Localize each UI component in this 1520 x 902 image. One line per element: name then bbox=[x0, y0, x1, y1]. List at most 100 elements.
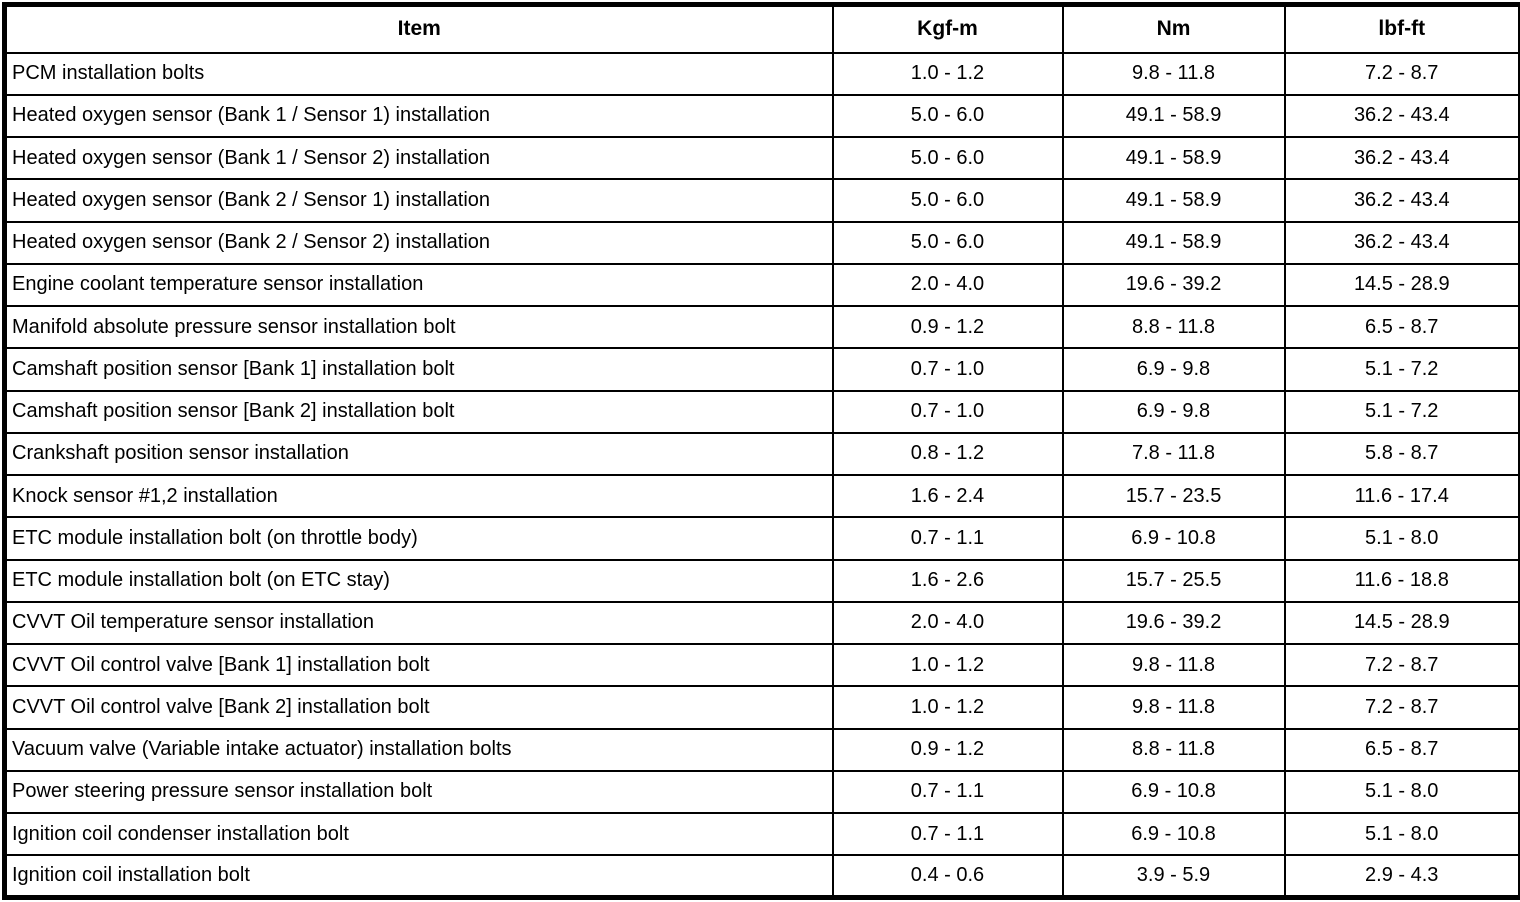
kgfm-cell: 2.0 - 4.0 bbox=[831, 262, 1064, 308]
item-cell: Heated oxygen sensor (Bank 1 / Sensor 2)… bbox=[3, 135, 834, 181]
item-cell: Heated oxygen sensor (Bank 2 / Sensor 1)… bbox=[3, 178, 834, 223]
kgfm-cell: 0.4 - 0.6 bbox=[831, 854, 1064, 899]
item-cell: Knock sensor #1,2 installation bbox=[3, 473, 834, 519]
lbfft-cell: 5.1 - 7.2 bbox=[1283, 389, 1520, 434]
table-row: Camshaft position sensor [Bank 1] instal… bbox=[3, 347, 1520, 392]
nm-cell: 8.8 - 11.8 bbox=[1061, 727, 1286, 772]
lbfft-cell: 36.2 - 43.4 bbox=[1283, 220, 1520, 265]
lbfft-cell: 14.5 - 28.9 bbox=[1283, 600, 1520, 646]
item-cell: Crankshaft position sensor installation bbox=[3, 431, 834, 477]
lbfft-cell: 5.1 - 8.0 bbox=[1283, 811, 1520, 857]
column-header-item: Item bbox=[3, 3, 834, 54]
nm-cell: 8.8 - 11.8 bbox=[1061, 304, 1286, 350]
table-row: Knock sensor #1,2 installation 1.6 - 2.4 1… bbox=[3, 473, 1520, 519]
lbfft-cell: 2.9 - 4.3 bbox=[1283, 854, 1520, 899]
kgfm-cell: 5.0 - 6.0 bbox=[831, 220, 1064, 265]
kgfm-cell: 0.7 - 1.1 bbox=[831, 811, 1064, 857]
nm-cell: 15.7 - 25.5 bbox=[1061, 558, 1286, 603]
lbfft-cell: 6.5 - 8.7 bbox=[1283, 727, 1520, 772]
nm-cell: 3.9 - 5.9 bbox=[1061, 854, 1286, 899]
item-cell: Vacuum valve (Variable intake actuator) … bbox=[3, 727, 834, 772]
nm-cell: 19.6 - 39.2 bbox=[1061, 600, 1286, 646]
table-row: Camshaft position sensor [Bank 2] instal… bbox=[3, 389, 1520, 434]
lbfft-cell: 7.2 - 8.7 bbox=[1283, 642, 1520, 688]
lbfft-cell: 36.2 - 43.4 bbox=[1283, 178, 1520, 223]
kgfm-cell: 0.7 - 1.0 bbox=[831, 389, 1064, 434]
table-row: Manifold absolute pressure sensor instal… bbox=[3, 304, 1520, 350]
kgfm-cell: 1.0 - 1.2 bbox=[831, 51, 1064, 96]
item-cell: ETC module installation bolt (on ETC sta… bbox=[3, 558, 834, 603]
kgfm-cell: 1.6 - 2.4 bbox=[831, 473, 1064, 519]
item-cell: CVVT Oil control valve [Bank 2] installa… bbox=[3, 685, 834, 730]
column-header-kgfm: Kgf-m bbox=[831, 3, 1064, 54]
item-cell: Manifold absolute pressure sensor instal… bbox=[3, 304, 834, 350]
kgfm-cell: 0.7 - 1.1 bbox=[831, 516, 1064, 561]
lbfft-cell: 14.5 - 28.9 bbox=[1283, 262, 1520, 308]
lbfft-cell: 5.8 - 8.7 bbox=[1283, 431, 1520, 477]
kgfm-cell: 1.0 - 1.2 bbox=[831, 642, 1064, 688]
table-row: Power steering pressure sensor installat… bbox=[3, 769, 1520, 815]
kgfm-cell: 1.0 - 1.2 bbox=[831, 685, 1064, 730]
column-header-lbfft: lbf-ft bbox=[1283, 3, 1520, 54]
table-row: Engine coolant temperature sensor instal… bbox=[3, 262, 1520, 308]
item-cell: CVVT Oil control valve [Bank 1] installa… bbox=[3, 642, 834, 688]
nm-cell: 49.1 - 58.9 bbox=[1061, 93, 1286, 139]
lbfft-cell: 5.1 - 7.2 bbox=[1283, 347, 1520, 392]
table-row: CVVT Oil control valve [Bank 1] installa… bbox=[3, 642, 1520, 688]
nm-cell: 9.8 - 11.8 bbox=[1061, 642, 1286, 688]
nm-cell: 6.9 - 9.8 bbox=[1061, 347, 1286, 392]
nm-cell: 9.8 - 11.8 bbox=[1061, 685, 1286, 730]
nm-cell: 19.6 - 39.2 bbox=[1061, 262, 1286, 308]
lbfft-cell: 36.2 - 43.4 bbox=[1283, 93, 1520, 139]
table-row: CVVT Oil temperature sensor installation… bbox=[3, 600, 1520, 646]
item-cell: ETC module installation bolt (on throttl… bbox=[3, 516, 834, 561]
lbfft-cell: 11.6 - 18.8 bbox=[1283, 558, 1520, 603]
table-row: Heated oxygen sensor (Bank 1 / Sensor 2)… bbox=[3, 135, 1520, 181]
lbfft-cell: 5.1 - 8.0 bbox=[1283, 769, 1520, 815]
table-row: Heated oxygen sensor (Bank 1 / Sensor 1)… bbox=[3, 93, 1520, 139]
nm-cell: 6.9 - 10.8 bbox=[1061, 811, 1286, 857]
item-cell: PCM installation bolts bbox=[3, 51, 834, 96]
table-body: PCM installation bolts 1.0 - 1.2 9.8 - 11.… bbox=[3, 51, 1520, 899]
table-row: Crankshaft position sensor installation 0… bbox=[3, 431, 1520, 477]
nm-cell: 49.1 - 58.9 bbox=[1061, 178, 1286, 223]
table-row: ETC module installation bolt (on throttl… bbox=[3, 516, 1520, 561]
item-cell: CVVT Oil temperature sensor installation bbox=[3, 600, 834, 646]
item-cell: Ignition coil condenser installation bol… bbox=[3, 811, 834, 857]
item-cell: Ignition coil installation bolt bbox=[3, 854, 834, 899]
table-row: Vacuum valve (Variable intake actuator) … bbox=[3, 727, 1520, 772]
table-header-row: Item Kgf-m Nm lbf-ft bbox=[3, 3, 1520, 54]
nm-cell: 6.9 - 10.8 bbox=[1061, 769, 1286, 815]
lbfft-cell: 6.5 - 8.7 bbox=[1283, 304, 1520, 350]
item-cell: Camshaft position sensor [Bank 2] instal… bbox=[3, 389, 834, 434]
kgfm-cell: 1.6 - 2.6 bbox=[831, 558, 1064, 603]
nm-cell: 9.8 - 11.8 bbox=[1061, 51, 1286, 96]
item-cell: Camshaft position sensor [Bank 1] instal… bbox=[3, 347, 834, 392]
nm-cell: 49.1 - 58.9 bbox=[1061, 135, 1286, 181]
table-row: Ignition coil installation bolt 0.4 - 0.6… bbox=[3, 854, 1520, 899]
kgfm-cell: 0.9 - 1.2 bbox=[831, 727, 1064, 772]
table-row: Heated oxygen sensor (Bank 2 / Sensor 2)… bbox=[3, 220, 1520, 265]
table-row: CVVT Oil control valve [Bank 2] installa… bbox=[3, 685, 1520, 730]
kgfm-cell: 2.0 - 4.0 bbox=[831, 600, 1064, 646]
item-cell: Engine coolant temperature sensor instal… bbox=[3, 262, 834, 308]
table-row: PCM installation bolts 1.0 - 1.2 9.8 - 11.… bbox=[3, 51, 1520, 96]
lbfft-cell: 36.2 - 43.4 bbox=[1283, 135, 1520, 181]
item-cell: Heated oxygen sensor (Bank 2 / Sensor 2)… bbox=[3, 220, 834, 265]
kgfm-cell: 0.7 - 1.0 bbox=[831, 347, 1064, 392]
nm-cell: 6.9 - 10.8 bbox=[1061, 516, 1286, 561]
kgfm-cell: 5.0 - 6.0 bbox=[831, 135, 1064, 181]
lbfft-cell: 11.6 - 17.4 bbox=[1283, 473, 1520, 519]
nm-cell: 6.9 - 9.8 bbox=[1061, 389, 1286, 434]
kgfm-cell: 0.8 - 1.2 bbox=[831, 431, 1064, 477]
kgfm-cell: 5.0 - 6.0 bbox=[831, 178, 1064, 223]
nm-cell: 15.7 - 23.5 bbox=[1061, 473, 1286, 519]
lbfft-cell: 7.2 - 8.7 bbox=[1283, 685, 1520, 730]
item-cell: Heated oxygen sensor (Bank 1 / Sensor 1)… bbox=[3, 93, 834, 139]
lbfft-cell: 5.1 - 8.0 bbox=[1283, 516, 1520, 561]
kgfm-cell: 0.7 - 1.1 bbox=[831, 769, 1064, 815]
kgfm-cell: 0.9 - 1.2 bbox=[831, 304, 1064, 350]
column-header-nm: Nm bbox=[1061, 3, 1286, 54]
item-cell: Power steering pressure sensor installat… bbox=[3, 769, 834, 815]
